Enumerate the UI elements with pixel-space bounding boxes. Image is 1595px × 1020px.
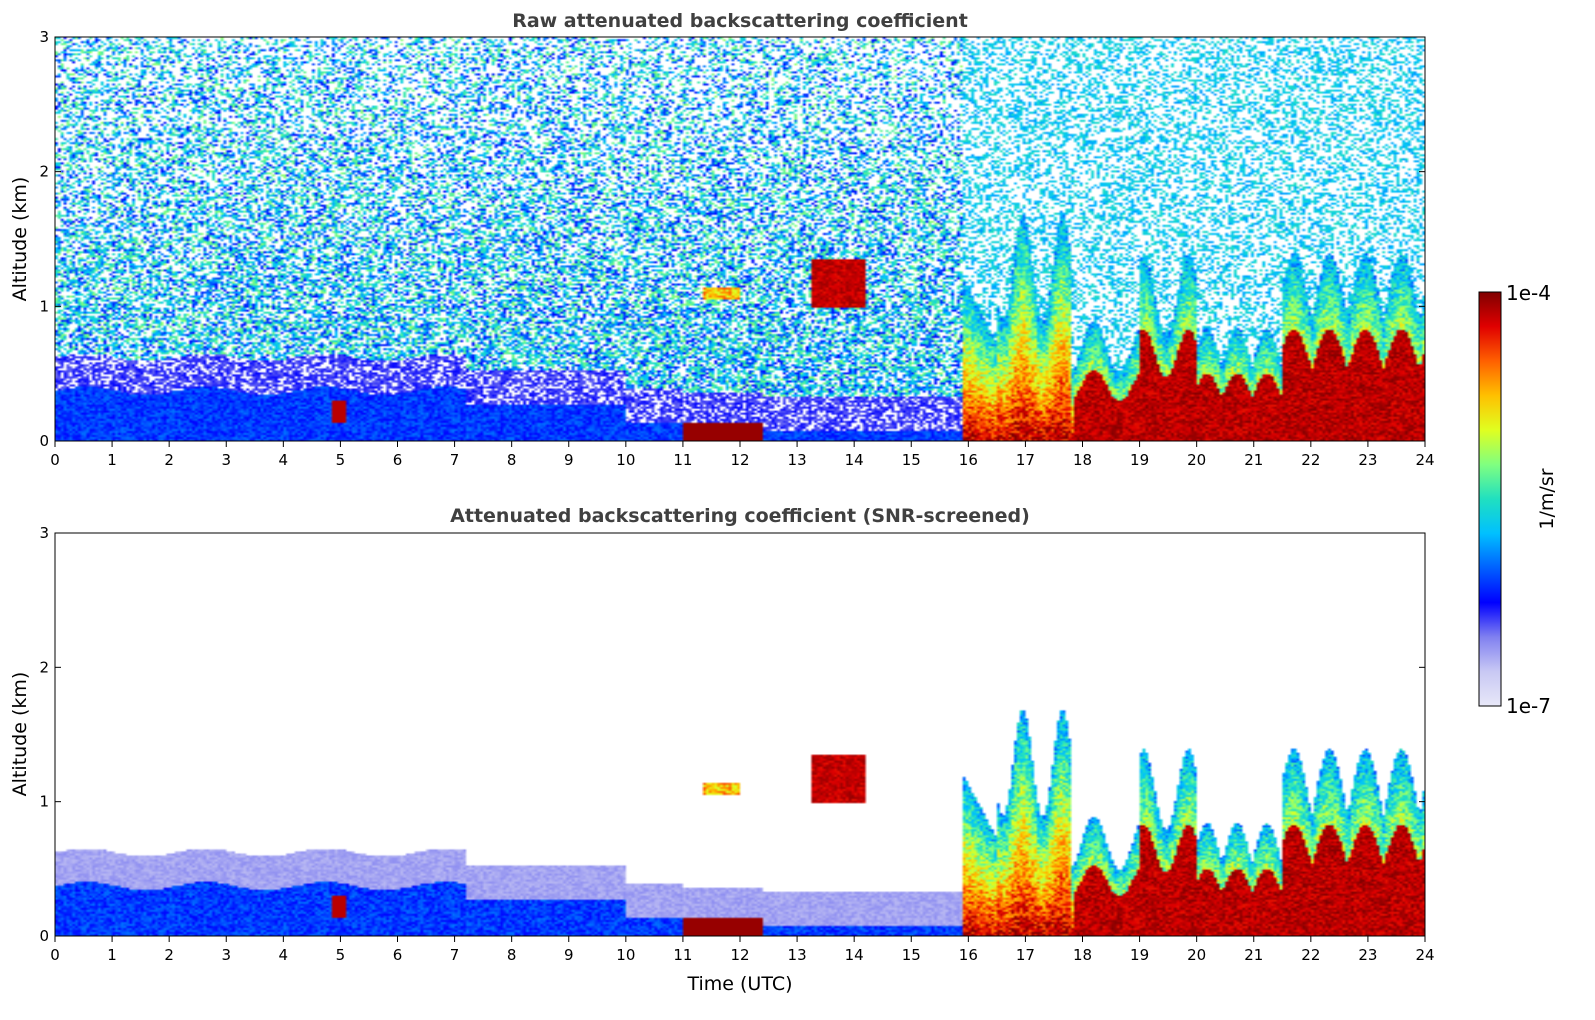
x-tick-label: 14 [845, 451, 864, 469]
x-tick-label: 4 [279, 451, 289, 469]
x-tick-label: 2 [164, 946, 174, 964]
x-tick-label: 11 [673, 451, 692, 469]
x-tick-label: 5 [336, 451, 346, 469]
y-tick-label: 2 [39, 658, 49, 676]
x-ticks-screened: 0 1 2 3 4 5 6 7 8 9 10 11 12 13 14 15 16 17 18 19 20 21 22 23 24 [50, 936, 1435, 964]
y-axis-label-raw: Altitude (km) [9, 177, 31, 302]
x-tick-label: 10 [616, 451, 635, 469]
x-tick-label: 7 [450, 946, 460, 964]
x-tick-label: 12 [730, 946, 749, 964]
x-tick-label: 3 [221, 451, 231, 469]
panel-raw: Raw attenuated backscattering coefficien… [9, 10, 1435, 469]
x-tick-label: 15 [902, 451, 921, 469]
x-tick-label: 6 [393, 946, 403, 964]
y-tick-label: 0 [39, 927, 49, 945]
x-tick-label: 14 [845, 946, 864, 964]
x-axis-label: Time (UTC) [686, 973, 792, 995]
colorbar: 1e-4 1e-7 1/m/sr [1478, 281, 1558, 718]
x-tick-label: 19 [1130, 451, 1149, 469]
x-tick-label: 16 [959, 451, 978, 469]
x-tick-label: 17 [1016, 451, 1035, 469]
y-ticks-screened: 0 1 2 3 [39, 524, 1425, 945]
x-tick-label: 11 [673, 946, 692, 964]
x-tick-label: 19 [1130, 946, 1149, 964]
x-tick-label: 20 [1187, 946, 1206, 964]
x-tick-label: 15 [902, 946, 921, 964]
y-tick-label: 3 [39, 28, 49, 46]
x-tick-label: 8 [507, 451, 517, 469]
x-tick-label: 18 [1073, 946, 1092, 964]
x-tick-label: 5 [336, 946, 346, 964]
x-tick-label: 13 [788, 451, 807, 469]
x-tick-label: 21 [1244, 946, 1263, 964]
x-tick-label: 18 [1073, 451, 1092, 469]
chart-title-screened: Attenuated backscattering coefficient (S… [450, 505, 1030, 527]
x-tick-label: 17 [1016, 946, 1035, 964]
x-tick-label: 22 [1301, 451, 1320, 469]
colorbar-bar [1478, 291, 1502, 707]
panel-screened: Attenuated backscattering coefficient (S… [9, 505, 1435, 995]
y-tick-label: 1 [39, 297, 49, 315]
x-tick-label: 22 [1301, 946, 1320, 964]
x-tick-label: 4 [279, 946, 289, 964]
x-tick-label: 9 [564, 451, 574, 469]
y-tick-label: 0 [39, 432, 49, 450]
colorbar-min-label: 1e-7 [1506, 694, 1551, 718]
x-tick-label: 1 [107, 946, 117, 964]
x-tick-label: 20 [1187, 451, 1206, 469]
x-tick-label: 21 [1244, 451, 1263, 469]
x-tick-label: 23 [1358, 451, 1377, 469]
heatmap-screened [55, 533, 1425, 936]
x-tick-label: 0 [50, 451, 60, 469]
y-tick-label: 1 [39, 793, 49, 811]
x-tick-label: 1 [107, 451, 117, 469]
x-tick-label: 2 [164, 451, 174, 469]
x-tick-label: 9 [564, 946, 574, 964]
x-tick-label: 7 [450, 451, 460, 469]
y-tick-label: 2 [39, 163, 49, 181]
x-tick-label: 16 [959, 946, 978, 964]
colorbar-label: 1/m/sr [1536, 468, 1558, 529]
x-tick-label: 23 [1358, 946, 1377, 964]
x-tick-label: 8 [507, 946, 517, 964]
x-tick-label: 6 [393, 451, 403, 469]
y-tick-label: 3 [39, 524, 49, 542]
y-ticks-raw: 0 1 2 3 [39, 28, 1425, 450]
x-tick-label: 3 [221, 946, 231, 964]
chart-title-raw: Raw attenuated backscattering coefficien… [512, 10, 968, 32]
colorbar-max-label: 1e-4 [1506, 281, 1551, 305]
x-tick-label: 24 [1415, 946, 1434, 964]
x-tick-label: 10 [616, 946, 635, 964]
y-axis-label-screened: Altitude (km) [9, 672, 31, 797]
x-tick-label: 0 [50, 946, 60, 964]
x-ticks-raw: 0 1 2 3 4 5 6 7 8 9 10 11 12 13 14 15 16 17 18 19 20 21 22 23 24 [50, 441, 1435, 469]
x-tick-label: 12 [730, 451, 749, 469]
heatmap-raw [55, 37, 1425, 441]
x-tick-label: 13 [788, 946, 807, 964]
x-tick-label: 24 [1415, 451, 1434, 469]
